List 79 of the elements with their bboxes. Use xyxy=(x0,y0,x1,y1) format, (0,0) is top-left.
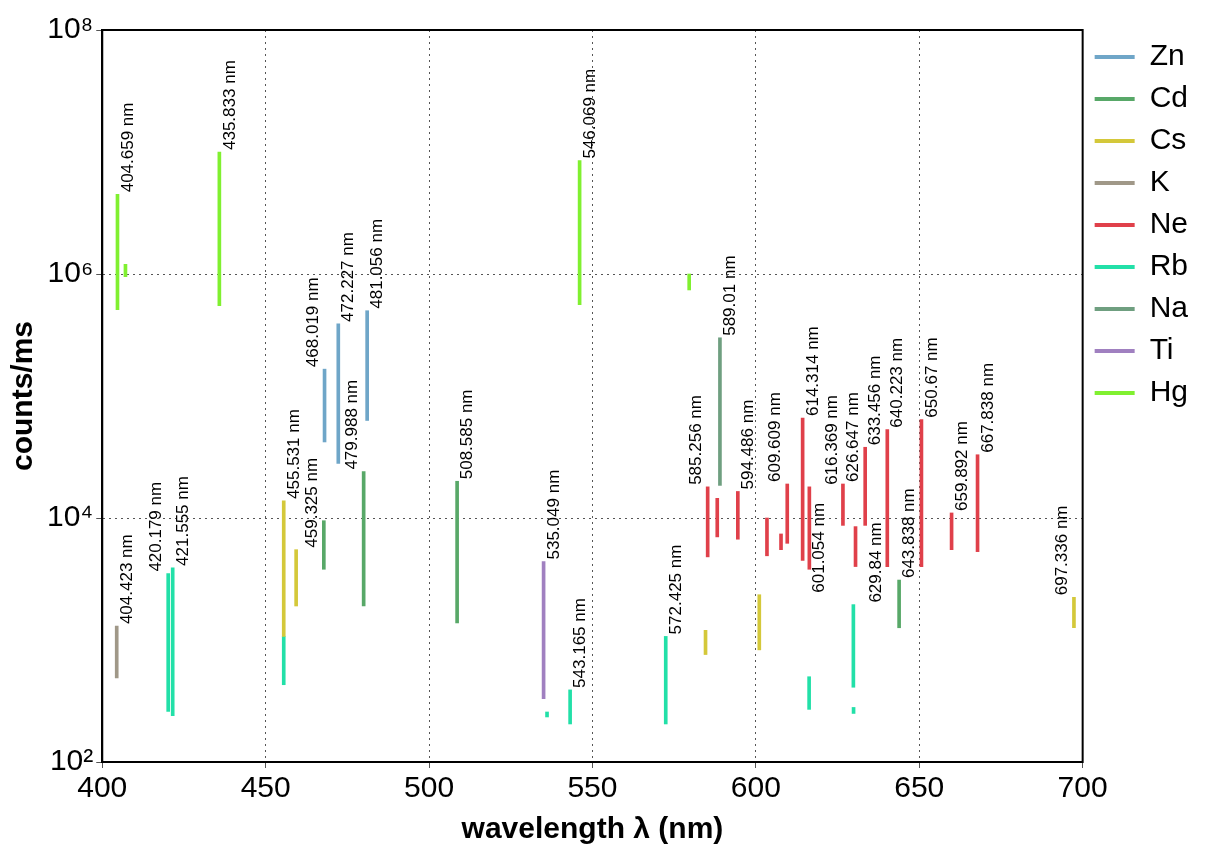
x-tick-label: 600 xyxy=(730,770,781,804)
y-tick-label: 10⁸ xyxy=(47,11,94,45)
annotation: 468.019 nm xyxy=(302,277,322,368)
annotation: 546.069 nm xyxy=(579,68,599,159)
bar xyxy=(885,429,890,567)
annotation: 404.659 nm xyxy=(117,102,137,193)
annotation: 572.425 nm xyxy=(665,544,685,635)
annotation: 633.456 nm xyxy=(865,355,885,446)
legend-label: Cs xyxy=(1149,122,1187,156)
annotation: 455.531 nm xyxy=(283,409,303,499)
annotation: 543.165 nm xyxy=(570,598,590,688)
bar xyxy=(897,579,901,629)
bar xyxy=(170,567,175,716)
bar xyxy=(545,711,549,718)
annotation: 594.486 nm xyxy=(738,399,758,490)
annotation: 481.056 nm xyxy=(367,218,387,309)
bar xyxy=(718,337,722,486)
bar xyxy=(841,483,845,526)
annotation: 459.325 nm xyxy=(302,457,322,548)
annotation: 629.84 nm xyxy=(865,522,885,603)
annotation: 697.336 nm xyxy=(1052,505,1072,596)
bar xyxy=(455,480,459,624)
annotation: 508.585 nm xyxy=(457,389,477,480)
x-tick-label: 450 xyxy=(240,770,291,804)
bar xyxy=(736,491,740,540)
x-tick-label: 500 xyxy=(404,770,455,804)
legend-label: Hg xyxy=(1149,374,1189,408)
y-tick-label: 10⁶ xyxy=(47,255,94,289)
bar xyxy=(114,625,119,679)
annotation: 421.555 nm xyxy=(172,476,192,566)
bar xyxy=(705,486,710,558)
bar xyxy=(863,446,868,526)
bar xyxy=(322,520,326,570)
bar xyxy=(294,549,298,607)
bar xyxy=(281,500,286,637)
bar xyxy=(281,636,286,686)
bar xyxy=(765,517,769,557)
legend-label: Ne xyxy=(1149,206,1189,240)
annotation: 626.647 nm xyxy=(843,392,863,482)
legend-label: Ti xyxy=(1149,332,1174,366)
bar xyxy=(1072,596,1076,629)
annotation: 601.054 nm xyxy=(809,502,829,593)
annotation: 585.256 nm xyxy=(685,395,705,485)
annotation: 640.223 nm xyxy=(887,337,907,428)
bar xyxy=(785,483,790,544)
legend-label: Rb xyxy=(1149,248,1189,282)
annotation: 535.049 nm xyxy=(543,469,563,560)
annotation: 435.833 nm xyxy=(219,60,239,150)
bar xyxy=(687,273,692,291)
bar xyxy=(568,689,572,725)
x-tick-label: 550 xyxy=(567,770,618,804)
annotation: 589.01 nm xyxy=(720,255,740,336)
annotation: 616.369 nm xyxy=(821,395,841,485)
annotation: 479.988 nm xyxy=(341,379,361,470)
annotation: 472.227 nm xyxy=(338,232,358,322)
bar xyxy=(757,594,762,651)
x-tick-label: 650 xyxy=(894,770,945,804)
annotation: 650.67 nm xyxy=(921,337,941,418)
legend-label: Na xyxy=(1149,290,1189,324)
legend-label: Cd xyxy=(1149,80,1189,114)
x-axis-title: wavelength λ (nm) xyxy=(460,811,724,845)
bar xyxy=(807,676,811,710)
annotation: 420.179 nm xyxy=(146,481,166,572)
legend-label: Zn xyxy=(1149,38,1185,72)
annotation: 667.838 nm xyxy=(977,362,997,453)
legend-label: K xyxy=(1149,164,1170,198)
bar xyxy=(336,323,341,464)
annotation: 659.892 nm xyxy=(951,421,971,511)
annotation: 609.609 nm xyxy=(765,392,785,482)
bar xyxy=(365,310,369,421)
bar xyxy=(715,497,720,538)
annotation: 643.838 nm xyxy=(899,488,919,579)
annotation: 614.314 nm xyxy=(802,326,822,417)
bar xyxy=(663,636,668,725)
y-tick-label: 10⁴ xyxy=(46,499,94,533)
bar xyxy=(779,533,783,551)
y-axis-title: counts/ms xyxy=(5,320,39,472)
annotation: 404.423 nm xyxy=(116,534,136,625)
x-tick-label: 700 xyxy=(1057,770,1108,804)
